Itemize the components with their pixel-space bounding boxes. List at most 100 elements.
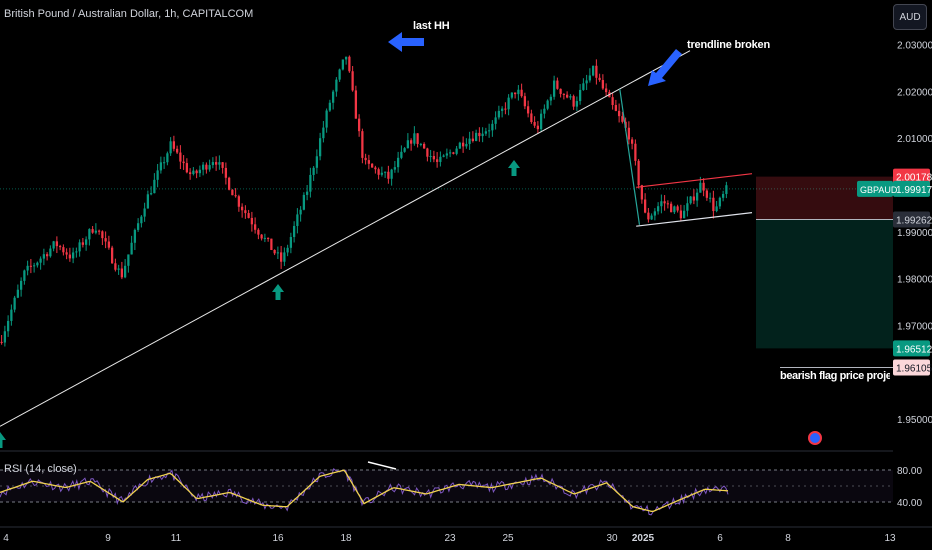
candle-body bbox=[351, 71, 354, 91]
candle-body bbox=[465, 143, 468, 147]
candle-body bbox=[478, 132, 481, 137]
candle-body bbox=[543, 108, 546, 114]
candle-body bbox=[439, 156, 442, 162]
candle-body bbox=[588, 75, 592, 81]
candle-body bbox=[422, 143, 426, 149]
globe-icon[interactable] bbox=[808, 431, 822, 445]
candle-body bbox=[676, 206, 679, 211]
time-tick-label: 30 bbox=[606, 533, 618, 544]
candle-body bbox=[523, 96, 527, 107]
candle-body bbox=[416, 133, 419, 144]
candle-body bbox=[513, 92, 517, 95]
candle-body bbox=[240, 206, 244, 211]
candle-body bbox=[247, 213, 250, 218]
candle-body bbox=[26, 265, 29, 271]
price-badge bbox=[893, 359, 930, 376]
candle-body bbox=[185, 163, 189, 173]
trendline-broken-arrow[interactable] bbox=[648, 49, 682, 86]
candle-body bbox=[383, 171, 387, 173]
price-badge bbox=[893, 180, 930, 197]
candle-body bbox=[403, 148, 406, 152]
candle-body bbox=[705, 190, 709, 198]
last-hh-arrow[interactable] bbox=[388, 32, 424, 52]
candle-body bbox=[494, 117, 497, 124]
time-tick-label: 6 bbox=[717, 533, 723, 544]
candle-body bbox=[702, 182, 705, 191]
candle-body bbox=[432, 156, 436, 160]
annotation-last-hh[interactable]: last HH bbox=[413, 20, 450, 32]
candle-body bbox=[29, 265, 33, 267]
candle-body bbox=[725, 185, 728, 194]
currency-button[interactable]: AUD bbox=[893, 4, 927, 30]
price-badge-label: 1.99262 bbox=[896, 216, 932, 227]
candle-body bbox=[406, 140, 410, 149]
candle-body bbox=[0, 341, 3, 343]
candle-body bbox=[627, 127, 631, 140]
candle-body bbox=[364, 157, 367, 161]
time-tick-label: 23 bbox=[444, 533, 456, 544]
candle-body bbox=[380, 172, 384, 175]
candle-body bbox=[114, 263, 117, 270]
annotation-projection[interactable]: bearish flag price projection bbox=[780, 370, 890, 382]
candle-body bbox=[643, 199, 647, 213]
candle-body bbox=[149, 193, 153, 195]
candle-body bbox=[68, 254, 72, 259]
swing-low-arrow-2[interactable] bbox=[508, 160, 520, 176]
price-badge bbox=[893, 211, 930, 228]
candle-body bbox=[669, 203, 673, 213]
candle-body bbox=[218, 162, 221, 165]
swing-low-arrow-1[interactable] bbox=[272, 284, 284, 300]
candle-body bbox=[409, 140, 413, 144]
candle-body bbox=[660, 201, 663, 207]
candle-body bbox=[3, 331, 7, 343]
time-tick-label: 13 bbox=[884, 533, 896, 544]
candle-body bbox=[536, 125, 540, 130]
candle-body bbox=[299, 209, 302, 215]
time-tick-label: 11 bbox=[171, 533, 182, 544]
rsi-level-label: 40.00 bbox=[897, 498, 922, 509]
candle-body bbox=[344, 56, 348, 60]
candle-body bbox=[315, 156, 319, 168]
candle-body bbox=[562, 93, 566, 95]
time-tick-label: 25 bbox=[502, 533, 514, 544]
candle-body bbox=[653, 211, 657, 216]
candle-body bbox=[338, 69, 341, 80]
candle-body bbox=[49, 248, 52, 257]
candle-body bbox=[663, 201, 666, 204]
candle-body bbox=[468, 138, 471, 144]
candle-body bbox=[455, 148, 458, 154]
candle-body bbox=[175, 148, 179, 153]
candle-body bbox=[81, 242, 85, 245]
candle-body bbox=[260, 234, 263, 239]
annotation-trendline-broken[interactable]: trendline broken bbox=[687, 39, 770, 51]
price-badge-label: 2.00178 bbox=[896, 173, 932, 184]
candle-body bbox=[136, 223, 140, 230]
candle-body bbox=[237, 196, 241, 207]
candle-body bbox=[94, 230, 98, 233]
candle-body bbox=[335, 79, 338, 92]
candle-body bbox=[497, 110, 501, 118]
candle-body bbox=[572, 96, 575, 107]
candle-body bbox=[276, 252, 280, 254]
candle-body bbox=[322, 127, 325, 139]
candle-body bbox=[257, 229, 260, 235]
candle-body bbox=[208, 165, 211, 170]
candle-body bbox=[328, 102, 332, 111]
swing-low-arrow-0[interactable] bbox=[0, 432, 6, 448]
price-tick-label: 1.99000 bbox=[897, 228, 932, 239]
candle-body bbox=[621, 116, 624, 122]
candle-body bbox=[452, 152, 455, 154]
rsi-divergence-line[interactable] bbox=[367, 461, 397, 470]
candle-body bbox=[591, 65, 595, 76]
candle-body bbox=[244, 210, 247, 214]
candle-body bbox=[656, 206, 660, 212]
candle-body bbox=[546, 100, 549, 109]
price-badge-label: 1.96512 bbox=[896, 344, 932, 355]
candle-body bbox=[110, 247, 114, 264]
candle-body bbox=[471, 138, 475, 142]
candle-body bbox=[273, 249, 276, 254]
price-badge bbox=[893, 340, 930, 357]
candle-body bbox=[445, 153, 449, 156]
